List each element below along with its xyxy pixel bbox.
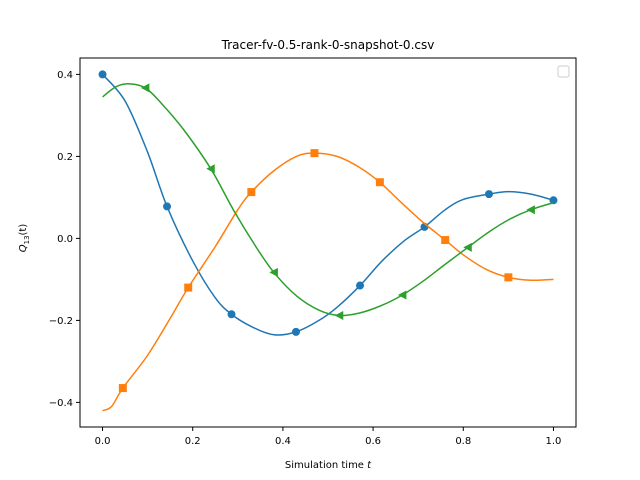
series-2-point xyxy=(269,267,278,277)
series-1-point xyxy=(184,283,193,292)
x-tick-label: 0.8 xyxy=(455,436,471,447)
series-1-point xyxy=(310,149,319,158)
x-axis-label-text: Simulation time xyxy=(285,460,367,471)
series-2-point xyxy=(334,310,344,320)
y-axis-label-sub: 13 xyxy=(23,235,31,244)
series-2-point xyxy=(463,242,472,252)
x-tick-label: 0.0 xyxy=(95,436,111,447)
y-tick-label: 0.4 xyxy=(57,70,73,81)
series-line-2 xyxy=(102,83,554,317)
series-0-point xyxy=(98,70,107,79)
series-1-point xyxy=(375,178,384,187)
x-tick-label: 0.4 xyxy=(275,436,291,447)
series-1-point xyxy=(247,188,256,197)
y-tick-label: 0.0 xyxy=(57,234,73,245)
series-0-point xyxy=(484,190,493,199)
series-0-point xyxy=(549,196,558,205)
series-0-point xyxy=(227,310,236,319)
series-0-point xyxy=(163,202,172,211)
series-0-point xyxy=(356,281,365,290)
axes-frame xyxy=(79,57,577,428)
series-0-point xyxy=(291,327,300,336)
y-tick-label: −0.2 xyxy=(49,316,73,327)
series-1-point xyxy=(441,236,450,245)
series-2-point xyxy=(140,83,150,93)
y-axis-label-suffix: (t) xyxy=(18,224,29,236)
series-1-point xyxy=(118,384,127,393)
plot-area xyxy=(98,70,558,412)
chart-title: Tracer-fv-0.5-rank-0-snapshot-0.csv xyxy=(221,38,435,52)
x-axis-label-var: t xyxy=(367,460,372,471)
y-tick-label: −0.4 xyxy=(49,398,73,409)
series-line-0 xyxy=(101,73,554,336)
series-1-point xyxy=(504,273,513,282)
series-2-point xyxy=(526,205,535,215)
series-2-point xyxy=(397,290,407,300)
x-tick-label: 0.2 xyxy=(185,436,201,447)
series-2-point xyxy=(206,164,215,174)
legend-box xyxy=(557,65,570,78)
y-axis-label-base: Q xyxy=(18,244,29,252)
y-axis-label: Q13(t) xyxy=(18,224,31,253)
x-tick-label: 1.0 xyxy=(546,436,562,447)
y-tick-label: 0.2 xyxy=(57,152,73,163)
x-axis-label: Simulation time t xyxy=(285,460,372,471)
x-tick-label: 0.6 xyxy=(365,436,381,447)
axis-ticks: 0.0 0.2 0.4 0.6 0.8 1.0 −0.4 −0.2 0.0 0.2 0.4 xyxy=(49,70,562,447)
